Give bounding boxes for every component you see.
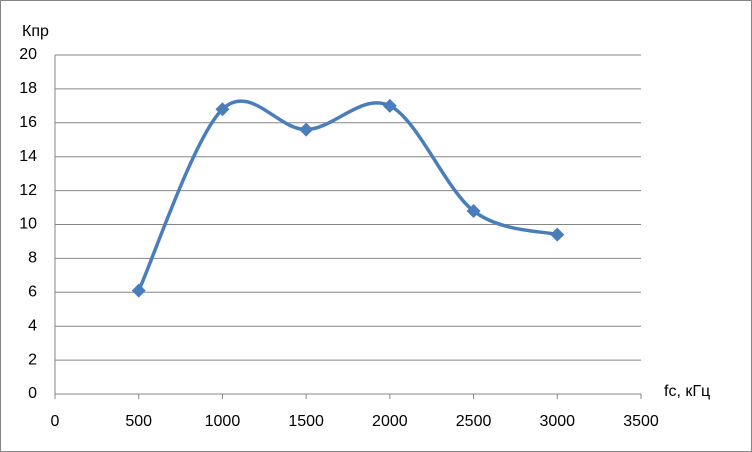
x-tick-label: 1500 (288, 413, 324, 430)
y-tick-label: 2 (28, 351, 37, 368)
marker (215, 102, 230, 117)
y-tick-label: 0 (28, 385, 37, 402)
x-axis-label: fc, кГц (664, 383, 710, 400)
x-tick-label: 1000 (205, 413, 241, 430)
x-tick-label: 3000 (539, 413, 575, 430)
y-tick-label: 16 (19, 114, 37, 131)
y-tick-label: 14 (19, 148, 37, 165)
y-tick-label: 6 (28, 284, 37, 301)
y-tick-label: 8 (28, 250, 37, 267)
x-tick-label: 500 (125, 413, 152, 430)
y-tick-label: 4 (28, 317, 37, 334)
x-tick-label: 2000 (372, 413, 408, 430)
marker (382, 98, 397, 113)
y-tick-label: 10 (19, 216, 37, 233)
marker (550, 227, 565, 242)
y-tick-label: 20 (19, 46, 37, 63)
marker (131, 283, 146, 298)
x-tick-label: 2500 (456, 413, 492, 430)
y-tick-label: 12 (19, 182, 37, 199)
x-tick-label: 3500 (623, 413, 659, 430)
y-axis-label: Кпр (22, 23, 49, 40)
x-tick-label: 0 (51, 413, 60, 430)
y-tick-label: 18 (19, 80, 37, 97)
marker (466, 203, 481, 218)
marker (299, 122, 314, 137)
